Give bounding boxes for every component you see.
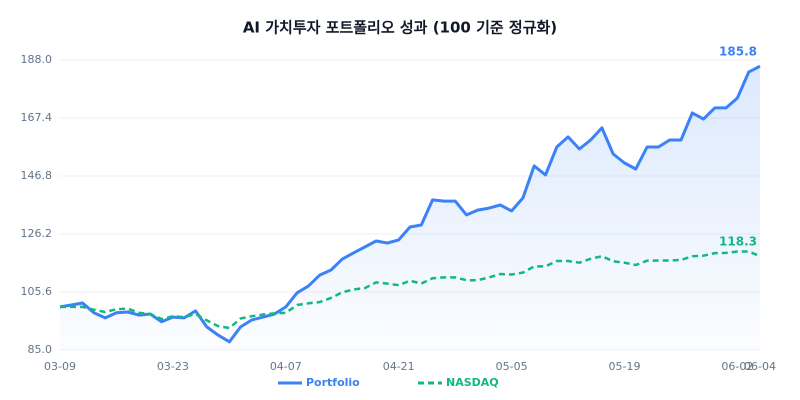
end-value-label: 118.3 [719,235,757,249]
x-tick-label: 03-09 [44,360,76,373]
x-tick-label: 05-19 [609,360,641,373]
y-tick-label: 146.8 [21,169,53,182]
x-tick-label: 04-07 [270,360,302,373]
y-tick-label: 188.0 [21,53,53,66]
x-tick-label: 04-21 [383,360,415,373]
y-tick-label: 105.6 [21,285,53,298]
x-tick-label: 03-23 [157,360,189,373]
line [59,64,761,344]
x-tick-label: 06-02 [721,360,753,373]
legend-label: NASDAQ [446,376,499,389]
chart-title: AI 가치투자 포트폴리오 성과 (100 기준 정규화) [243,19,557,37]
line [60,250,761,330]
end-value-label: 185.8 [719,45,757,59]
x-tick-label: 06-04 [744,360,776,373]
x-tick-label: 05-05 [496,360,528,373]
y-tick-label: 167.4 [21,111,53,124]
legend-label: Portfolio [306,376,360,389]
y-tick-label: 85.0 [28,343,53,356]
area [60,66,760,350]
y-tick-label: 126.2 [21,227,53,240]
